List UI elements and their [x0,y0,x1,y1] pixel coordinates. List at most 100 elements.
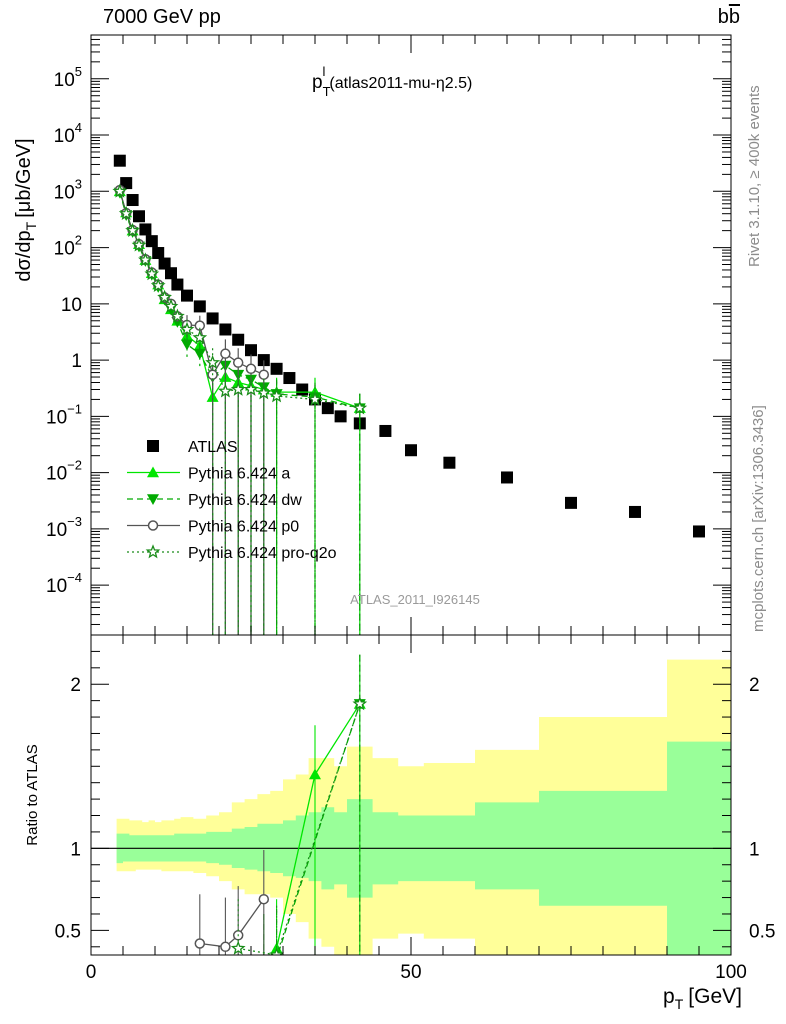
rivet-version-text: Rivet 3.1.10, ≥ 400k events [746,85,763,267]
data-point [220,348,231,359]
ratio-series [230,654,368,955]
ratio-point [258,957,270,968]
main-data-layer [112,154,705,635]
watermark-label: ATLAS_2011_I926145 [350,592,480,607]
data-point [232,357,244,368]
ratio-y-tick-label-right: 1 [749,839,760,860]
data-point [133,210,145,223]
ratio-data-layer [91,654,731,969]
y-tick-label: 10 [61,295,82,316]
ratio-line [238,703,361,955]
legend-label: Pythia 6.424 p0 [188,519,299,536]
ratio-point [258,958,270,969]
data-point [192,329,208,345]
data-point [181,339,193,351]
data-point [206,312,219,325]
final-state-label: bb [717,6,740,28]
data-point [126,194,139,207]
ratio-point [269,947,284,955]
data-point [245,344,257,357]
data-point [171,278,184,291]
data-point [257,354,270,367]
legend-marker [147,494,159,505]
data-point [565,496,577,509]
x-axis-label: pT [GeV] [663,985,742,1012]
data-point [138,252,153,267]
data-point [165,267,177,280]
data-point [219,323,232,336]
data-point [379,424,392,437]
x-tick-label: 0 [86,962,97,983]
ratio-y-tick-label-right: 0.5 [749,921,775,942]
data-point [501,471,513,484]
y-axis-label: dσ/dpT[μb/GeV] [13,138,39,281]
ratio-point [258,893,270,905]
legend-label: Pythia 6.424 a [188,466,290,483]
legend-label: ATLAS [188,439,238,456]
legend-marker [147,466,159,478]
data-point [270,362,283,375]
data-point [179,321,195,336]
data-point [230,381,246,396]
data-point [193,348,206,360]
data-point [629,505,641,518]
data-point [443,456,456,469]
y-tick-label: 10−4 [46,570,82,597]
data-point [125,222,140,237]
x-tick-label: 50 [400,962,421,983]
data-point [139,223,152,236]
data-point [205,354,220,369]
data-point [283,372,296,385]
data-point [352,400,368,415]
data-point [158,257,171,270]
ratio-y-tick-label: 1 [70,839,81,860]
x-tick-label: 100 [715,962,747,983]
data-point [232,333,245,346]
data-point [256,385,272,400]
data-point [269,388,284,403]
y-tick-label: 103 [54,176,82,203]
y-tick-label: 104 [54,120,82,147]
data-point [145,235,158,248]
ratio-point [230,940,246,955]
legend-marker [147,440,159,452]
legend-label: Pythia 6.424 pro-q2o [188,545,337,562]
y-tick-label: 10−3 [46,514,82,541]
ratio-line [270,703,361,955]
ratio-y-tick-label: 0.5 [55,921,81,942]
ratio-point [220,941,231,953]
ratio-line [199,898,265,948]
data-point [112,183,128,198]
main-plot-title: pTl(atlas2011-mu-η2.5) [312,64,472,99]
ratio-y-tick-label-right: 2 [749,675,760,696]
legend: ATLAS Pythia 6.424 a Pythia 6.424 dw Pythia… [127,439,337,562]
y-tick-label: 10−1 [46,401,82,428]
data-point [193,300,206,313]
data-point [152,247,165,260]
series-atlas [113,154,705,538]
data-point [113,154,126,167]
y-tick-label: 102 [54,233,82,260]
y-tick-label: 10−2 [46,458,82,485]
data-point [170,308,185,323]
data-point [131,237,147,252]
mcplots-reference-text: mcplots.cern.ch [arXiv:1306.3436] [750,405,767,632]
ratio-point [194,938,206,949]
data-point [334,410,347,423]
series-pythia-6-424-p0 [114,184,270,635]
series-pythia-6-424-pro-q2o [112,183,368,635]
data-point [405,444,417,457]
data-point [120,177,133,190]
data-point [321,402,334,415]
ratio-point [309,768,321,780]
ratio-line [276,703,361,955]
legend-marker [147,520,159,531]
data-point [118,205,134,221]
data-point [157,289,172,304]
y-tick-label: 1 [71,351,82,372]
data-point [181,289,193,302]
